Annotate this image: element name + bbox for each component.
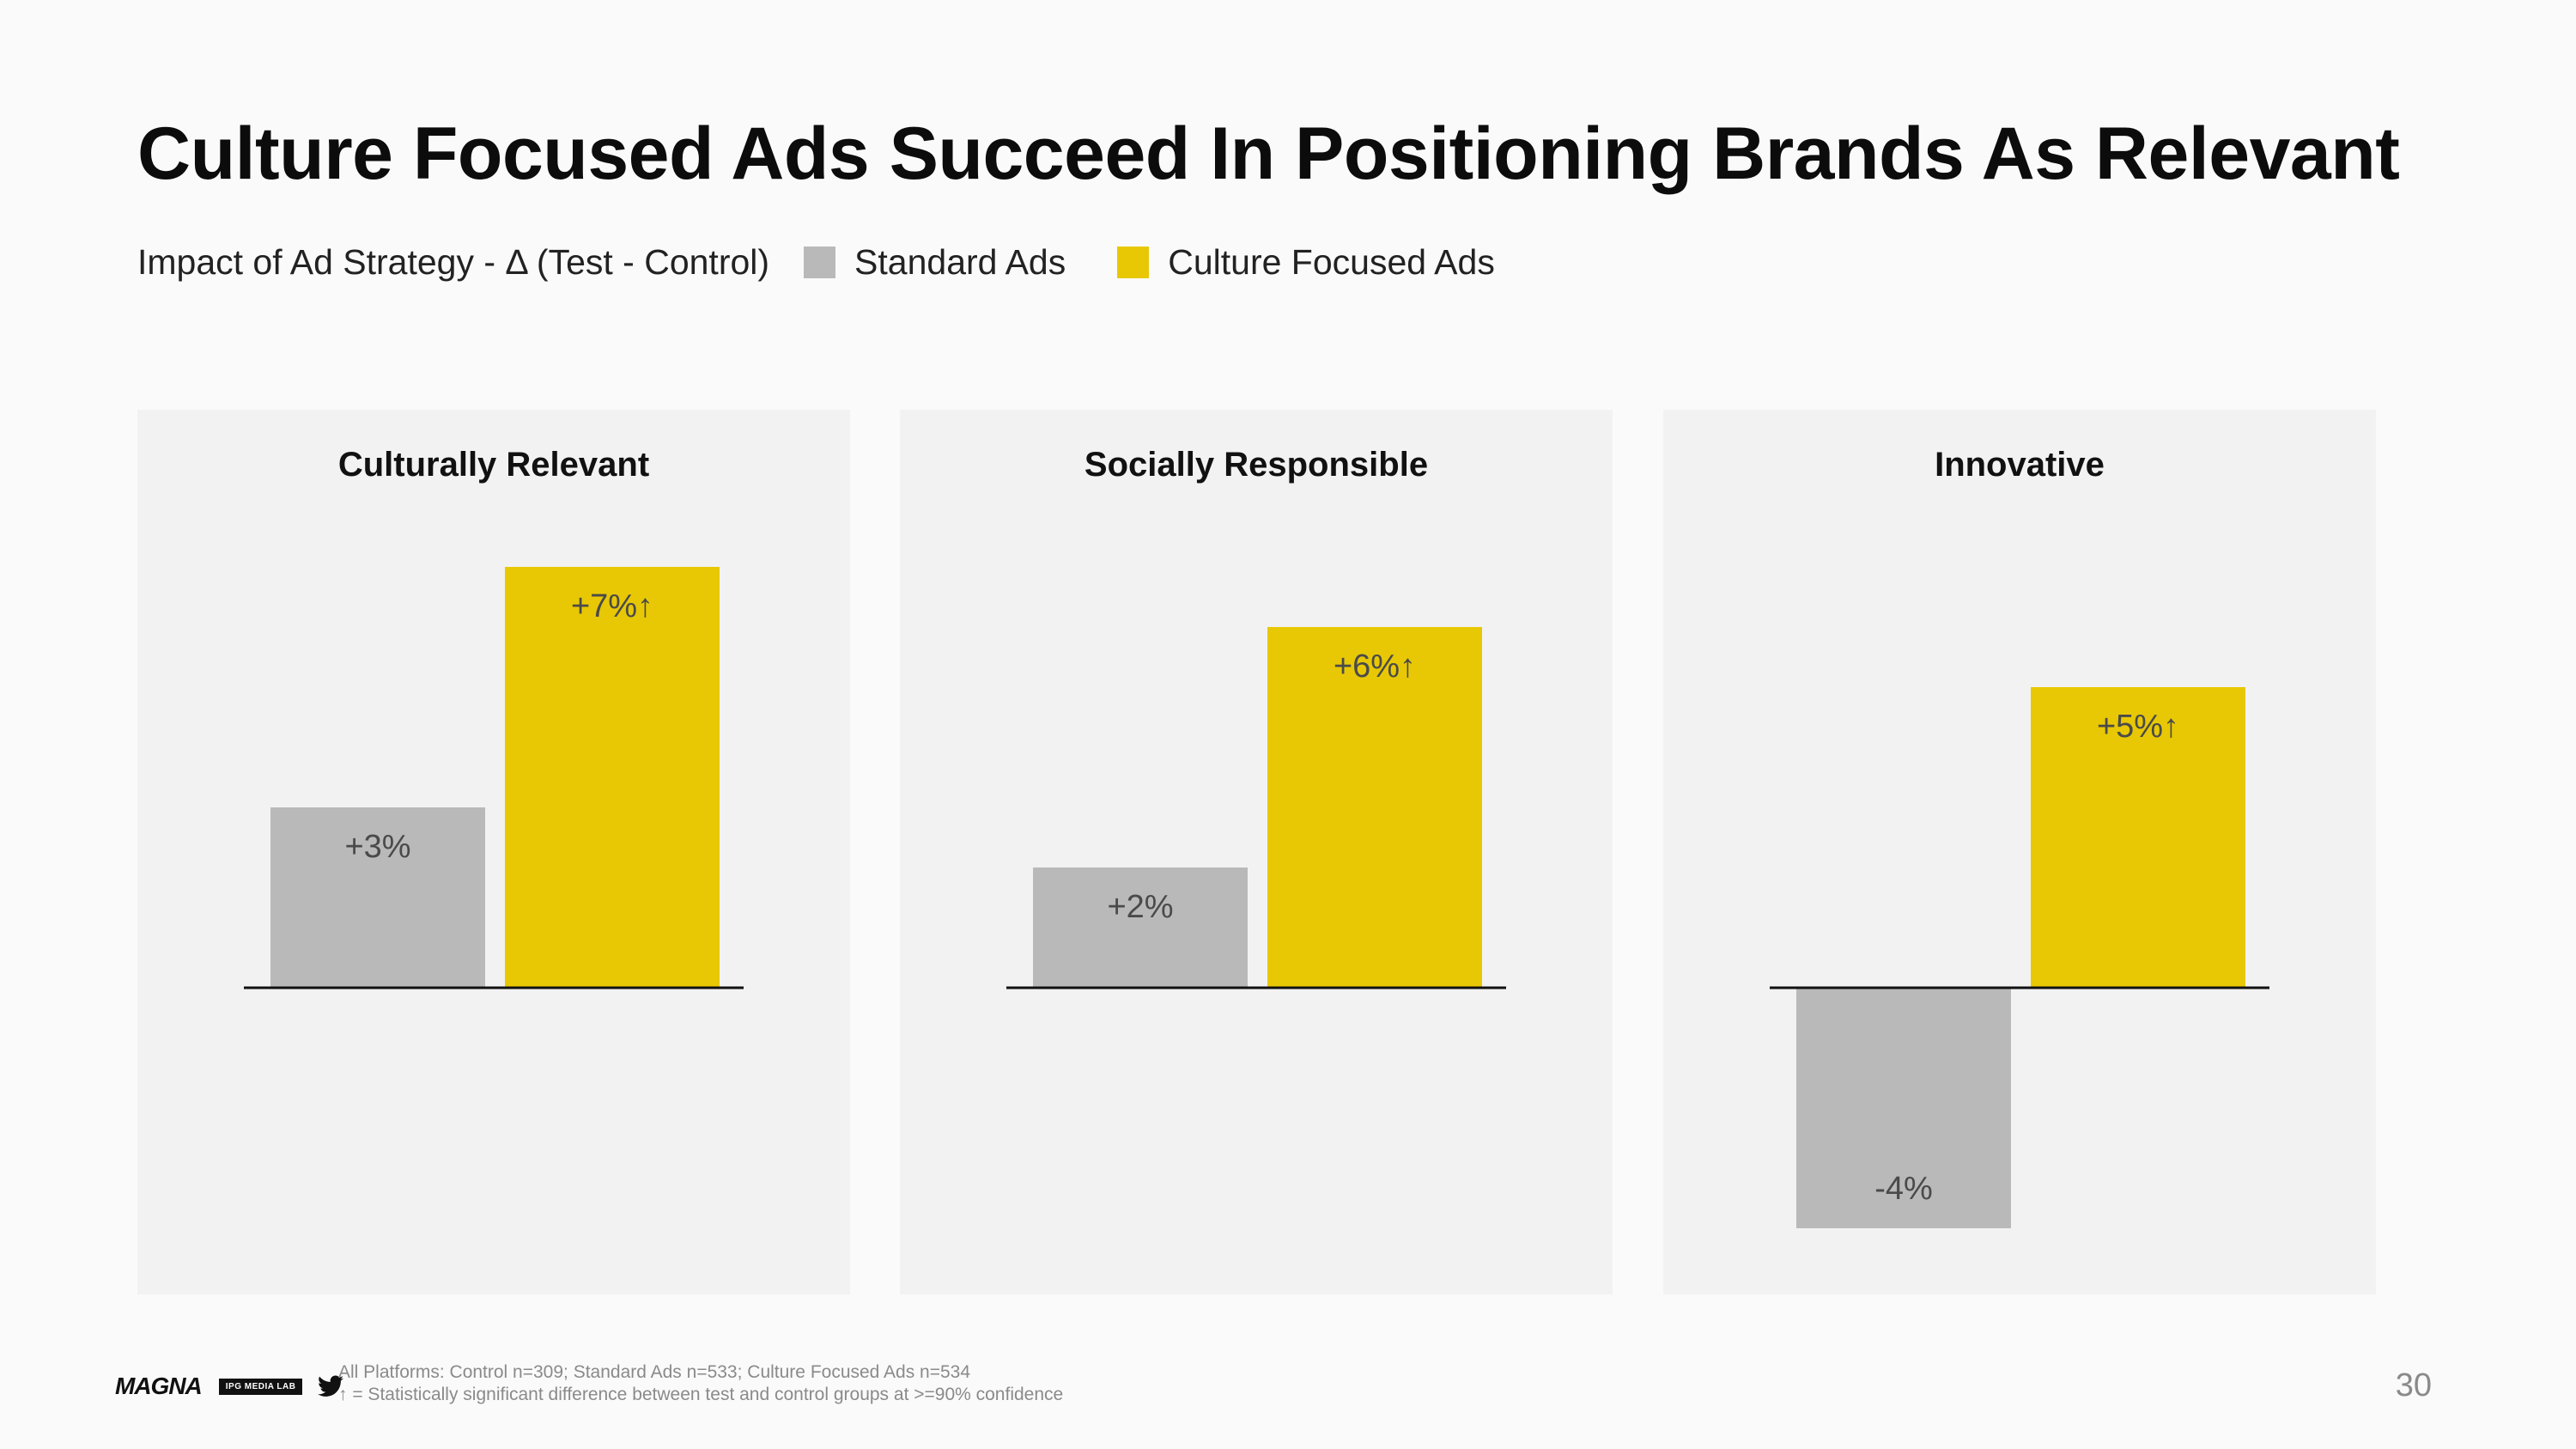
bar-culture-focused-ads — [505, 567, 720, 988]
chart-panel-culturally-relevant: Culturally Relevant +3% +7%↑ — [137, 410, 850, 1294]
bar-standard-ads — [1033, 868, 1248, 988]
footer-logos: MAGNA IPG MEDIA LAB — [115, 1373, 344, 1400]
bar-standard-ads — [270, 807, 485, 988]
panel-title: Culturally Relevant — [337, 446, 650, 484]
legend-label-standard: Standard Ads — [854, 242, 1066, 282]
bar-chart: -4% +5%↑ — [1770, 687, 2269, 1228]
panel-title: Innovative — [1935, 446, 2105, 484]
data-label: +5%↑ — [2097, 709, 2179, 745]
footnote-significance: ↑ = Statistically significant difference… — [338, 1385, 1064, 1404]
chart-subtitle: Impact of Ad Strategy - Δ (Test - Contro… — [137, 242, 770, 282]
panel-title: Socially Responsible — [1084, 446, 1429, 484]
bar-culture-focused-ads — [2031, 687, 2245, 988]
bar-chart: +2% +6%↑ — [1006, 627, 1506, 989]
ipg-media-lab-logo: IPG MEDIA LAB — [218, 1378, 303, 1395]
footnotes: All Platforms: Control n=309; Standard A… — [338, 1361, 1063, 1406]
legend-swatch-culture — [1117, 247, 1150, 278]
chart-panel-innovative: Innovative -4% +5%↑ — [1663, 410, 2376, 1294]
chart-panel-socially-responsible: Socially Responsible +2% +6%↑ — [900, 410, 1613, 1294]
data-label: +2% — [1107, 889, 1173, 925]
bar-standard-ads — [1796, 988, 2011, 1228]
legend-item-culture: Culture Focused Ads — [1117, 242, 1495, 283]
bar-chart: +3% +7%↑ — [244, 567, 744, 989]
twitter-icon[interactable] — [318, 1375, 344, 1397]
footnote-sample-sizes: All Platforms: Control n=309; Standard A… — [338, 1362, 971, 1382]
subtitle-row: Impact of Ad Strategy - Δ (Test - Contro… — [137, 242, 1495, 283]
legend-item-standard: Standard Ads — [804, 242, 1066, 283]
legend-swatch-standard — [804, 247, 836, 278]
data-label: +6%↑ — [1334, 648, 1416, 685]
data-label: +7%↑ — [571, 588, 653, 624]
bar-culture-focused-ads — [1267, 627, 1482, 988]
magna-logo: MAGNA — [115, 1373, 203, 1399]
data-label: +3% — [344, 829, 410, 865]
page-title: Culture Focused Ads Succeed In Positioni… — [137, 113, 2400, 195]
page-number: 30 — [2395, 1367, 2432, 1403]
legend-label-culture: Culture Focused Ads — [1168, 242, 1495, 282]
data-label: -4% — [1874, 1171, 1933, 1207]
